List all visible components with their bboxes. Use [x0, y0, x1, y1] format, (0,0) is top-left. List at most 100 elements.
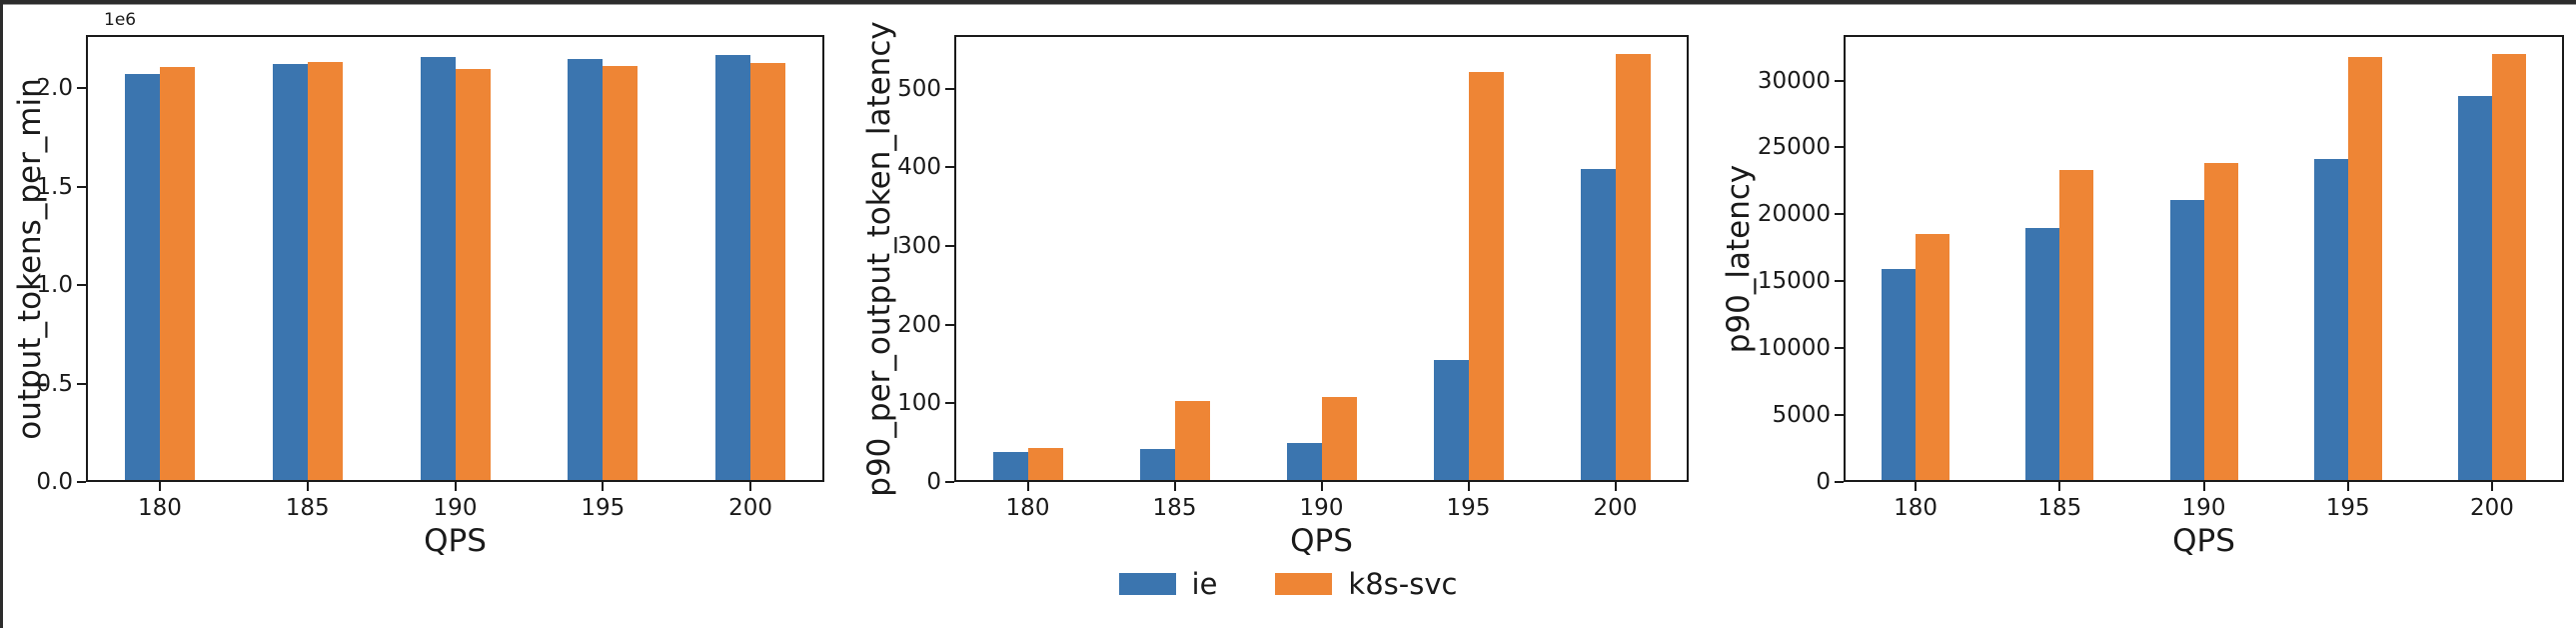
y-tick-label: 15000 — [1757, 268, 1831, 295]
bar-ie-195 — [2314, 159, 2348, 480]
bar-k8s-svc-190 — [456, 69, 491, 480]
x-tick-mark — [749, 482, 752, 491]
x-tick-label: 185 — [2037, 495, 2082, 521]
x-axis-label: QPS — [424, 523, 487, 559]
x-tick-label: 195 — [2325, 495, 2370, 521]
bar-k8s-svc-195 — [1469, 72, 1504, 480]
y-tick-mark — [945, 323, 954, 326]
bar-k8s-svc-180 — [1028, 448, 1063, 480]
y-tick-mark — [945, 244, 954, 247]
y-tick-label: 300 — [897, 232, 941, 259]
x-tick-mark — [2058, 482, 2061, 491]
y-tick-mark — [1835, 414, 1844, 417]
x-tick-mark — [2202, 482, 2205, 491]
y-tick-label: 25000 — [1757, 134, 1831, 161]
y-tick-label: 10000 — [1757, 335, 1831, 362]
y-tick-label: 1.0 — [36, 272, 73, 299]
y-axis-offset-text: 1e6 — [104, 10, 137, 30]
bar-ie-200 — [2458, 96, 2492, 480]
bar-ie-195 — [1434, 360, 1469, 480]
bar-ie-190 — [421, 57, 456, 480]
x-tick-mark — [306, 482, 309, 491]
bar-k8s-svc-180 — [160, 67, 195, 480]
x-tick-label: 180 — [1894, 495, 1938, 521]
legend-label-k8s-svc: k8s-svc — [1348, 567, 1458, 601]
y-tick-mark — [77, 481, 86, 483]
x-tick-mark — [158, 482, 161, 491]
y-tick-label: 0 — [1816, 469, 1831, 495]
y-tick-mark — [1835, 213, 1844, 216]
y-tick-mark — [945, 166, 954, 169]
bar-ie-185 — [273, 64, 308, 480]
y-tick-label: 500 — [897, 75, 941, 102]
bar-k8s-svc-195 — [603, 66, 638, 480]
y-tick-mark — [945, 402, 954, 405]
bar-ie-200 — [1581, 169, 1616, 480]
x-tick-label: 200 — [728, 495, 773, 521]
y-tick-label: 30000 — [1757, 67, 1831, 94]
x-tick-label: 185 — [285, 495, 330, 521]
x-tick-label: 180 — [1005, 495, 1050, 521]
bar-k8s-svc-185 — [1175, 401, 1210, 480]
x-tick-mark — [1915, 482, 1918, 491]
x-axis-label: QPS — [2172, 523, 2235, 559]
legend-item-ie: ie — [1118, 568, 1217, 600]
y-tick-mark — [77, 284, 86, 287]
x-tick-mark — [2490, 482, 2493, 491]
bar-ie-200 — [715, 55, 750, 480]
window-left-border — [0, 0, 3, 628]
x-tick-label: 200 — [1593, 495, 1638, 521]
y-tick-mark — [1835, 347, 1844, 350]
bar-ie-185 — [1140, 449, 1175, 480]
x-tick-label: 195 — [1446, 495, 1491, 521]
y-tick-label: 400 — [897, 154, 941, 181]
bar-k8s-svc-190 — [2204, 163, 2238, 480]
x-tick-label: 200 — [2469, 495, 2514, 521]
bar-k8s-svc-180 — [1916, 234, 1949, 480]
y-tick-mark — [1835, 481, 1844, 483]
bar-k8s-svc-185 — [308, 62, 343, 480]
x-tick-mark — [1026, 482, 1029, 491]
y-tick-mark — [945, 87, 954, 90]
x-tick-label: 180 — [137, 495, 182, 521]
x-axis-label: QPS — [1290, 523, 1353, 559]
window-top-border — [0, 0, 2576, 5]
bar-k8s-svc-200 — [1616, 54, 1651, 480]
x-tick-label: 190 — [2181, 495, 2226, 521]
legend-swatch-k8s-svc — [1275, 573, 1333, 595]
y-tick-label: 5000 — [1772, 402, 1831, 429]
y-tick-label: 0.5 — [36, 370, 73, 397]
x-tick-label: 185 — [1152, 495, 1197, 521]
x-tick-mark — [1173, 482, 1176, 491]
legend-swatch-ie — [1118, 573, 1176, 595]
x-tick-mark — [2346, 482, 2349, 491]
y-axis-label: p90_latency — [1721, 164, 1757, 353]
bar-k8s-svc-200 — [2492, 54, 2526, 480]
bar-ie-190 — [1287, 443, 1322, 480]
legend-item-k8s-svc: k8s-svc — [1275, 568, 1457, 600]
y-tick-mark — [77, 87, 86, 90]
bar-ie-180 — [993, 452, 1028, 480]
y-tick-label: 0 — [926, 469, 941, 495]
y-tick-mark — [1835, 79, 1844, 82]
x-tick-mark — [602, 482, 605, 491]
y-tick-label: 2.0 — [36, 75, 73, 102]
bar-k8s-svc-185 — [2059, 170, 2093, 480]
y-tick-label: 1.5 — [36, 173, 73, 200]
bar-ie-195 — [568, 59, 603, 480]
plot-area — [954, 35, 1689, 482]
bar-ie-180 — [125, 74, 160, 480]
x-tick-label: 190 — [1299, 495, 1344, 521]
y-tick-mark — [77, 185, 86, 188]
x-tick-mark — [1614, 482, 1617, 491]
y-tick-mark — [1835, 146, 1844, 149]
bar-k8s-svc-200 — [750, 63, 785, 480]
y-tick-mark — [77, 382, 86, 385]
x-tick-mark — [1320, 482, 1323, 491]
y-tick-mark — [945, 481, 954, 483]
y-tick-mark — [1835, 280, 1844, 283]
y-tick-label: 200 — [897, 311, 941, 338]
